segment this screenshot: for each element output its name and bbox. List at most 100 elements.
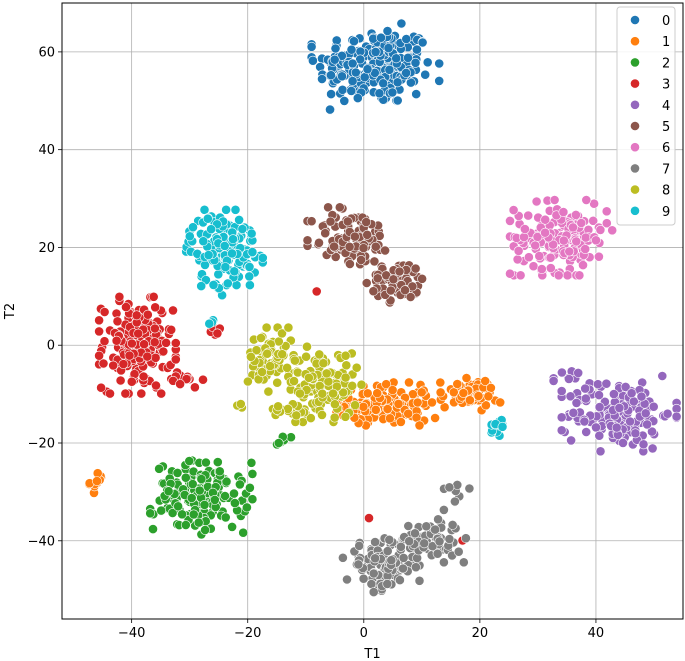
data-point-4 xyxy=(648,401,659,412)
y-tick-label: 40 xyxy=(38,143,55,158)
data-point-7 xyxy=(386,555,397,566)
data-point-9 xyxy=(234,214,244,225)
data-point-3 xyxy=(170,354,181,365)
data-point-3 xyxy=(94,315,104,326)
data-point-8 xyxy=(256,333,266,343)
data-point-0 xyxy=(370,47,381,57)
data-point-6 xyxy=(574,270,585,281)
data-point-6 xyxy=(505,268,515,279)
data-point-4 xyxy=(556,425,567,436)
data-point-1 xyxy=(473,391,484,401)
data-point-5 xyxy=(325,216,336,227)
data-point-3 xyxy=(161,337,171,348)
data-point-0 xyxy=(378,78,389,89)
data-point-4 xyxy=(630,428,641,439)
legend-label-0: 0 xyxy=(662,14,670,29)
data-point-9 xyxy=(221,204,231,215)
data-point-0 xyxy=(346,86,357,96)
data-point-2 xyxy=(145,508,156,519)
data-point-4 xyxy=(642,419,652,430)
data-point-7 xyxy=(438,504,449,515)
data-point-8 xyxy=(251,345,262,356)
data-point-7 xyxy=(444,534,455,544)
y-axis-label: T2 xyxy=(3,303,18,320)
data-point-9 xyxy=(184,231,195,242)
data-point-9 xyxy=(244,271,255,282)
data-point-6 xyxy=(558,235,569,246)
data-point-0 xyxy=(376,32,386,43)
data-point-7 xyxy=(410,528,420,539)
data-point-5 xyxy=(400,285,410,296)
data-point-4 xyxy=(580,383,591,394)
data-point-4 xyxy=(611,422,622,433)
data-point-3 xyxy=(133,328,144,339)
x-tick-label: −20 xyxy=(234,626,261,641)
data-point-3 xyxy=(364,513,374,523)
data-point-2 xyxy=(238,527,249,538)
data-point-6 xyxy=(515,270,526,281)
data-point-4 xyxy=(638,439,649,450)
data-point-9 xyxy=(247,247,258,257)
data-point-1 xyxy=(448,387,459,398)
data-point-2 xyxy=(209,494,220,505)
data-point-2 xyxy=(220,491,230,501)
data-point-2 xyxy=(167,508,178,518)
data-point-2 xyxy=(229,488,239,499)
data-point-6 xyxy=(528,261,539,272)
data-point-3 xyxy=(149,337,160,348)
data-point-1 xyxy=(381,379,392,390)
data-point-3 xyxy=(105,388,115,399)
data-point-1 xyxy=(452,379,463,389)
data-point-8 xyxy=(317,388,328,399)
data-point-2 xyxy=(156,505,167,516)
data-point-8 xyxy=(314,349,325,360)
data-point-2 xyxy=(220,512,231,523)
data-point-8 xyxy=(277,328,287,339)
data-point-0 xyxy=(347,76,358,86)
data-point-1 xyxy=(385,413,395,424)
data-point-0 xyxy=(387,87,398,98)
data-point-9 xyxy=(229,266,240,277)
data-point-7 xyxy=(458,557,469,568)
data-point-3 xyxy=(112,316,123,327)
data-point-5 xyxy=(368,286,379,297)
data-point-7 xyxy=(444,482,455,493)
data-point-4 xyxy=(647,426,657,437)
x-axis-label: T1 xyxy=(363,647,380,661)
data-point-4 xyxy=(591,422,601,433)
data-point-0 xyxy=(392,95,403,106)
data-point-4 xyxy=(636,391,647,402)
data-point-8 xyxy=(347,380,358,391)
legend-marker-0 xyxy=(630,15,640,25)
data-point-4 xyxy=(568,407,579,418)
data-point-5 xyxy=(361,217,372,227)
data-point-4 xyxy=(556,386,567,396)
data-point-3 xyxy=(99,307,110,317)
data-point-8 xyxy=(356,379,367,390)
data-point-3 xyxy=(136,388,147,399)
data-point-1 xyxy=(416,387,427,398)
data-point-8 xyxy=(329,399,340,410)
data-point-6 xyxy=(508,205,519,215)
data-point-9 xyxy=(213,269,224,280)
data-point-3 xyxy=(126,338,137,349)
data-point-2 xyxy=(177,509,187,520)
data-point-6 xyxy=(580,232,591,243)
data-point-5 xyxy=(388,274,399,285)
data-point-6 xyxy=(520,224,530,234)
data-point-5 xyxy=(329,241,339,252)
data-point-1 xyxy=(403,408,414,419)
data-point-8 xyxy=(242,376,253,387)
data-point-9 xyxy=(199,204,210,215)
data-point-0 xyxy=(326,70,336,81)
legend-marker-2 xyxy=(630,57,640,68)
data-point-0 xyxy=(434,58,445,69)
x-tick-label: 40 xyxy=(588,626,605,641)
data-point-5 xyxy=(380,245,390,256)
data-point-2 xyxy=(229,498,240,508)
data-point-7 xyxy=(410,562,421,573)
data-point-9 xyxy=(237,224,248,234)
y-tick-label: 60 xyxy=(38,45,55,60)
data-point-7 xyxy=(337,552,348,563)
data-point-5 xyxy=(342,216,353,227)
